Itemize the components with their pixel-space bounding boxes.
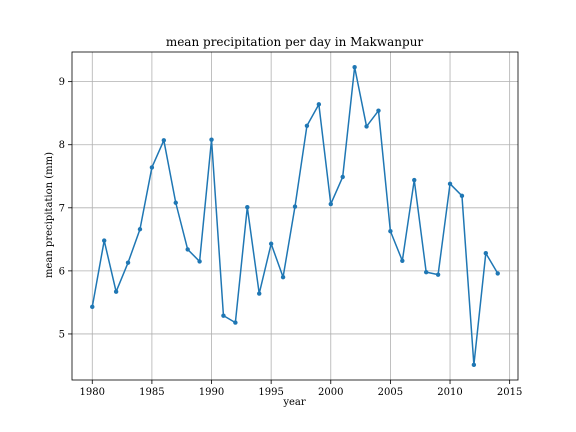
- axis-ticks: 1980 1985 1990 1995 2000 2005 2010 2015 5 6 7 8 9: [59, 77, 523, 398]
- data-point: [268, 241, 274, 246]
- y-tick-label: 5: [59, 329, 65, 340]
- grid-lines: [72, 52, 518, 380]
- data-point: [340, 174, 345, 180]
- data-point: [101, 238, 107, 243]
- data-point: [137, 227, 143, 232]
- data-point: [423, 269, 429, 275]
- data-point: [459, 193, 465, 199]
- data-point: [209, 137, 214, 142]
- data-point: [495, 271, 500, 276]
- x-tick-label: 1985: [139, 387, 164, 398]
- data-point: [197, 259, 202, 264]
- data-point: [376, 108, 381, 113]
- data-point: [161, 138, 167, 143]
- data-point: [447, 181, 453, 187]
- data-point: [483, 251, 489, 256]
- y-axis-label: mean precipitation (mm): [44, 152, 55, 278]
- data-point: [185, 247, 190, 252]
- data-point: [149, 165, 155, 170]
- x-tick-label: 2000: [318, 387, 343, 398]
- x-tick-label: 1980: [80, 387, 105, 398]
- y-tick-label: 6: [59, 266, 65, 277]
- data-point: [304, 123, 310, 128]
- x-axis-label: year: [282, 397, 306, 408]
- y-tick-label: 7: [59, 203, 65, 214]
- x-tick-label: 1995: [258, 387, 283, 398]
- data-point: [364, 124, 369, 129]
- data-point: [412, 177, 417, 183]
- data-point: [328, 201, 333, 207]
- data-point: [90, 304, 95, 310]
- chart-title: mean precipitation per day in Makwanpur: [166, 35, 424, 49]
- y-tick-label: 9: [59, 77, 65, 88]
- x-tick-label: 2015: [497, 387, 522, 398]
- data-point: [233, 320, 238, 325]
- data-point: [435, 272, 441, 277]
- data-point: [125, 260, 131, 265]
- data-point: [221, 313, 226, 318]
- data-point: [400, 258, 405, 263]
- data-point: [173, 200, 178, 205]
- data-point: [245, 204, 250, 210]
- data-point: [471, 362, 477, 368]
- data-point: [316, 102, 322, 107]
- x-tick-label: 2010: [437, 387, 462, 398]
- data-point: [280, 274, 286, 280]
- data-point: [113, 289, 119, 294]
- x-tick-label: 1990: [199, 387, 224, 398]
- x-tick-label: 2005: [378, 387, 403, 398]
- data-point: [292, 204, 298, 209]
- data-point: [388, 228, 393, 234]
- series-layer: [90, 64, 500, 368]
- data-point: [352, 64, 357, 70]
- data-point: [257, 291, 262, 296]
- y-tick-label: 8: [59, 140, 65, 151]
- plot-frame: [71, 51, 519, 381]
